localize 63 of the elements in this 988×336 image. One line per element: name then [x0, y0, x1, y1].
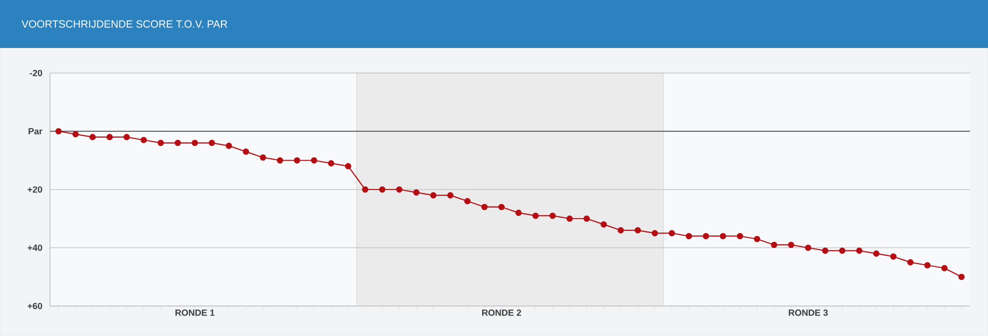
- point: [668, 230, 676, 236]
- point: [396, 186, 402, 193]
- x-tick-label: RONDE 1: [175, 310, 214, 316]
- y-tick-label: +40: [28, 244, 42, 251]
- point: [310, 157, 318, 164]
- point: [702, 232, 710, 240]
- point: [839, 248, 846, 254]
- x-tick-label: RONDE 3: [788, 310, 828, 316]
- point: [652, 230, 658, 236]
- point: [226, 142, 232, 149]
- point: [566, 215, 573, 222]
- point: [192, 140, 198, 146]
- point: [55, 128, 62, 134]
- point: [890, 253, 896, 260]
- point: [805, 244, 812, 251]
- point: [634, 227, 641, 234]
- point: [447, 192, 454, 198]
- point: [958, 274, 965, 280]
- point: [770, 242, 778, 248]
- point: [158, 140, 164, 146]
- point: [736, 232, 744, 240]
- point: [413, 189, 420, 196]
- point: [720, 232, 726, 240]
- point: [208, 140, 216, 146]
- point: [549, 212, 556, 219]
- point: [124, 134, 130, 140]
- point: [362, 186, 368, 193]
- point: [873, 250, 880, 257]
- point: [89, 134, 96, 140]
- point: [754, 236, 760, 242]
- point: [788, 242, 794, 248]
- point: [242, 148, 250, 155]
- point: [618, 227, 624, 234]
- y-tick-label: +60: [28, 302, 42, 310]
- point: [822, 248, 828, 254]
- point: [856, 248, 862, 254]
- y-tick-label: Par: [28, 128, 42, 134]
- chart-title: VOORTSCHRIJDENDE SCORE T.O.V. PAR: [22, 20, 228, 28]
- point: [140, 136, 147, 144]
- point: [600, 221, 607, 228]
- point: [276, 157, 284, 164]
- point: [481, 204, 488, 210]
- x-tick-label: RONDE 2: [482, 310, 522, 316]
- y-tick-label: -20: [30, 70, 42, 76]
- point: [345, 163, 352, 170]
- point: [379, 186, 386, 193]
- point: [941, 264, 948, 272]
- point: [532, 212, 539, 219]
- point: [584, 215, 590, 222]
- point: [498, 204, 505, 210]
- point: [430, 192, 436, 198]
- point: [174, 140, 181, 146]
- point: [328, 160, 334, 166]
- y-tick-label: +20: [28, 186, 42, 193]
- point: [464, 198, 471, 204]
- point: [294, 157, 300, 164]
- point: [106, 134, 113, 140]
- point: [686, 232, 692, 240]
- point: [515, 210, 522, 216]
- point: [907, 259, 914, 266]
- point: [260, 154, 266, 161]
- point: [72, 131, 79, 138]
- point: [924, 262, 931, 268]
